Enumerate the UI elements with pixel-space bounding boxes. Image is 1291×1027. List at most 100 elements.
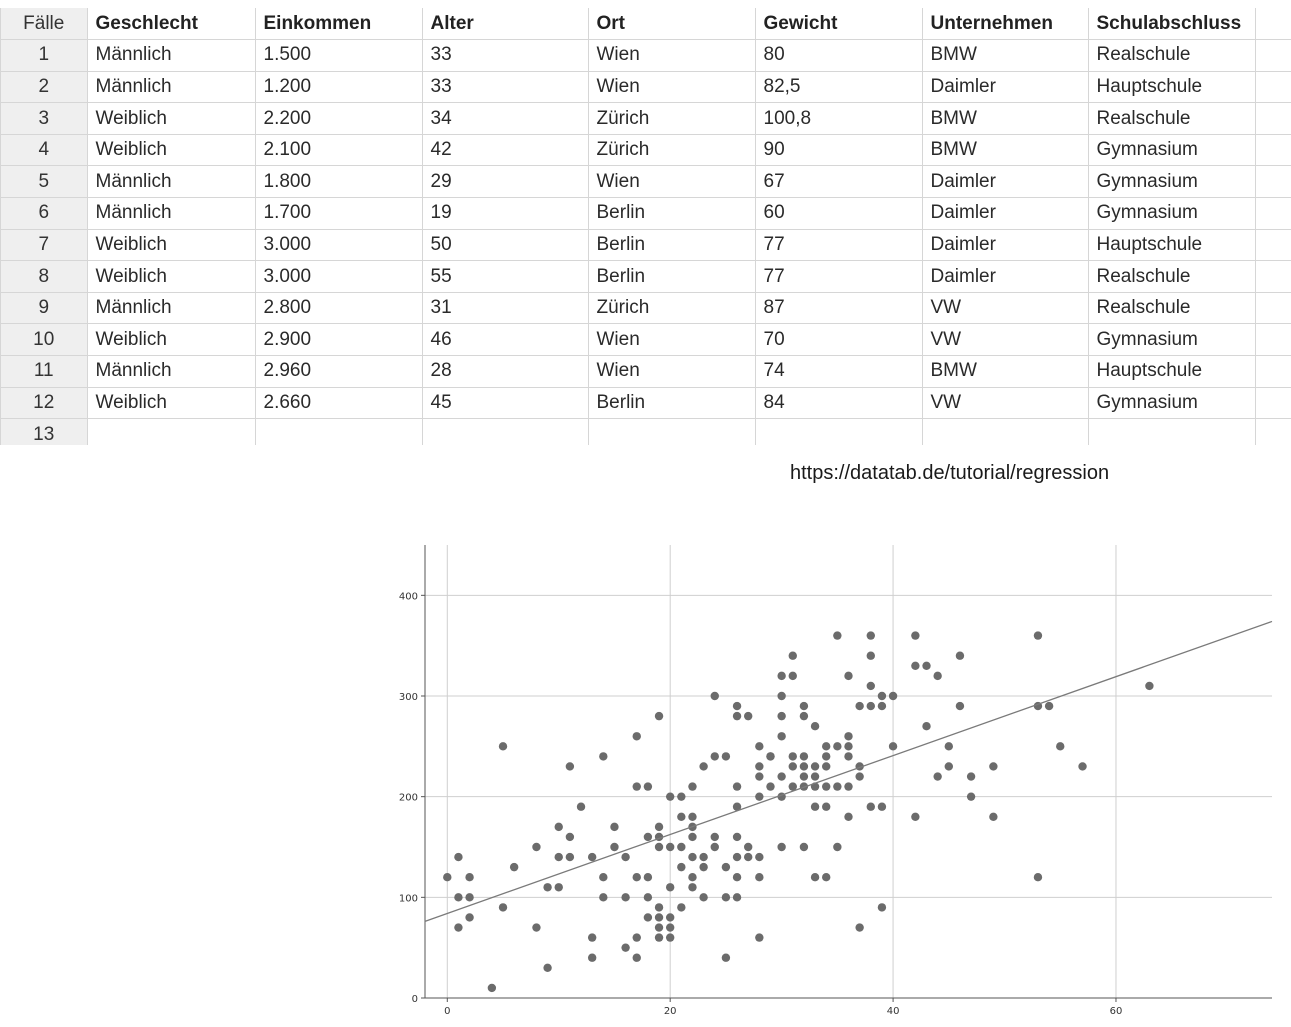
table-row[interactable]: 2 Männlich 1.200 33 Wien 82,5 Daimler Hauptschu…	[1, 71, 1291, 104]
table-cell[interactable]: Berlin	[588, 197, 756, 230]
table-cell[interactable]: BMW	[922, 39, 1089, 72]
column-header[interactable]: Gewicht	[755, 8, 923, 41]
table-cell[interactable]: BMW	[922, 102, 1089, 135]
column-header[interactable]: Schulabschluss	[1088, 8, 1256, 41]
table-cell[interactable]: Wien	[588, 165, 756, 199]
row-number[interactable]: 6	[1, 197, 88, 230]
table-cell[interactable]: Männlich	[87, 39, 256, 72]
table-cell[interactable]: Daimler	[922, 165, 1089, 199]
table-cell[interactable]: Gymnasium	[1088, 323, 1256, 357]
table-cell[interactable]: 28	[422, 355, 589, 388]
table-cell[interactable]	[1255, 355, 1291, 388]
table-cell[interactable]: Männlich	[87, 197, 256, 230]
table-cell[interactable]: 82,5	[755, 71, 923, 104]
table-cell[interactable]: Realschule	[1088, 39, 1256, 72]
table-cell[interactable]	[87, 418, 256, 445]
table-cell[interactable]: 2.100	[255, 134, 423, 167]
row-number[interactable]: 3	[1, 102, 88, 135]
column-header[interactable]: Unternehmen	[922, 8, 1089, 41]
table-cell[interactable]: 33	[422, 39, 589, 72]
table-cell[interactable]: 70	[755, 323, 923, 357]
table-cell[interactable]: Weiblich	[87, 323, 256, 357]
table-cell[interactable]	[1255, 387, 1291, 420]
table-cell[interactable]: Hauptschule	[1088, 355, 1256, 388]
column-header[interactable]	[1255, 8, 1291, 41]
table-cell[interactable]: 46	[422, 323, 589, 357]
table-cell[interactable]	[1255, 292, 1291, 325]
table-cell[interactable]	[1088, 418, 1256, 445]
table-cell[interactable]	[922, 418, 1089, 445]
table-cell[interactable]: Männlich	[87, 355, 256, 388]
table-cell[interactable]: Gymnasium	[1088, 387, 1256, 420]
table-cell[interactable]: Männlich	[87, 165, 256, 199]
table-cell[interactable]: Realschule	[1088, 102, 1256, 135]
table-cell[interactable]	[1255, 165, 1291, 199]
table-row[interactable]: 13	[1, 418, 1291, 445]
table-cell[interactable]: Gymnasium	[1088, 165, 1256, 199]
table-cell[interactable]: Realschule	[1088, 292, 1256, 325]
table-cell[interactable]	[1255, 229, 1291, 262]
table-cell[interactable]: 77	[755, 229, 923, 262]
column-header[interactable]: Alter	[422, 8, 589, 41]
table-row[interactable]: 12 Weiblich 2.660 45 Berlin 84 VW Gymnasium	[1, 387, 1291, 420]
table-cell[interactable]: Weiblich	[87, 102, 256, 135]
table-cell[interactable]: 19	[422, 197, 589, 230]
table-cell[interactable]: VW	[922, 292, 1089, 325]
table-cell[interactable]: 42	[422, 134, 589, 167]
table-cell[interactable]: Zürich	[588, 102, 756, 135]
table-cell[interactable]	[1255, 197, 1291, 230]
table-row[interactable]: 3 Weiblich 2.200 34 Zürich 100,8 BMW Realschule	[1, 102, 1291, 135]
row-number[interactable]: 10	[1, 323, 88, 357]
table-cell[interactable]: VW	[922, 323, 1089, 357]
table-cell[interactable]: 50	[422, 229, 589, 262]
table-cell[interactable]: Gymnasium	[1088, 134, 1256, 167]
table-cell[interactable]: 87	[755, 292, 923, 325]
table-cell[interactable]: 3.000	[255, 260, 423, 293]
table-cell[interactable]: Gymnasium	[1088, 197, 1256, 230]
table-row[interactable]: 11 Männlich 2.960 28 Wien 74 BMW Hauptschule	[1, 355, 1291, 388]
table-cell[interactable]: 74	[755, 355, 923, 388]
table-cell[interactable]: 60	[755, 197, 923, 230]
table-cell[interactable]: VW	[922, 387, 1089, 420]
table-cell[interactable]: Weiblich	[87, 134, 256, 167]
table-cell[interactable]: 1.800	[255, 165, 423, 199]
row-number[interactable]: 11	[1, 355, 88, 388]
table-cell[interactable]: Wien	[588, 355, 756, 388]
table-cell[interactable]: Weiblich	[87, 229, 256, 262]
table-cell[interactable]: 3.000	[255, 229, 423, 262]
table-row[interactable]: 4 Weiblich 2.100 42 Zürich 90 BMW Gymnasium	[1, 134, 1291, 167]
table-cell[interactable]: 2.960	[255, 355, 423, 388]
table-cell[interactable]: Daimler	[922, 229, 1089, 262]
table-cell[interactable]: Hauptschule	[1088, 71, 1256, 104]
table-cell[interactable]	[255, 418, 423, 445]
table-cell[interactable]	[1255, 102, 1291, 135]
row-number[interactable]: 8	[1, 260, 88, 293]
table-cell[interactable]: 2.200	[255, 102, 423, 135]
table-cell[interactable]: 2.660	[255, 387, 423, 420]
table-cell[interactable]: 1.500	[255, 39, 423, 72]
table-cell[interactable]	[588, 418, 756, 445]
table-cell[interactable]: Realschule	[1088, 260, 1256, 293]
table-cell[interactable]: 55	[422, 260, 589, 293]
table-cell[interactable]: 80	[755, 39, 923, 72]
table-cell[interactable]	[1255, 39, 1291, 72]
table-cell[interactable]: BMW	[922, 355, 1089, 388]
table-cell[interactable]: 45	[422, 387, 589, 420]
table-cell[interactable]: 29	[422, 165, 589, 199]
table-cell[interactable]: 84	[755, 387, 923, 420]
table-cell[interactable]	[422, 418, 589, 445]
row-number[interactable]: 5	[1, 165, 88, 199]
table-cell[interactable]: Berlin	[588, 229, 756, 262]
table-cell[interactable]: 2.900	[255, 323, 423, 357]
table-row[interactable]: 10 Weiblich 2.900 46 Wien 70 VW Gymnasium	[1, 323, 1291, 357]
table-cell[interactable]: 90	[755, 134, 923, 167]
column-header[interactable]: Einkommen	[255, 8, 423, 41]
table-cell[interactable]: Wien	[588, 71, 756, 104]
table-cell[interactable]: Hauptschule	[1088, 229, 1256, 262]
row-number[interactable]: 2	[1, 71, 88, 104]
table-cell[interactable]: Daimler	[922, 71, 1089, 104]
table-cell[interactable]: Weiblich	[87, 387, 256, 420]
table-cell[interactable]: Zürich	[588, 292, 756, 325]
table-cell[interactable]: Zürich	[588, 134, 756, 167]
table-cell[interactable]: Männlich	[87, 71, 256, 104]
